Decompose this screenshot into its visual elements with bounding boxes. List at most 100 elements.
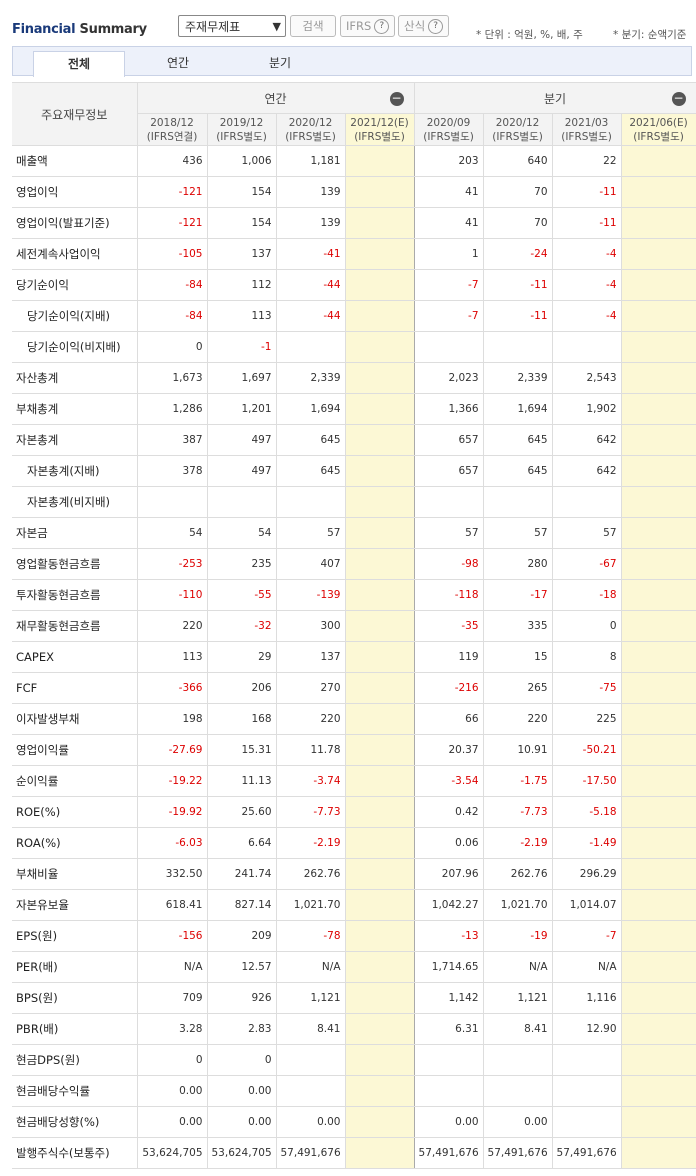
table-cell: 139 xyxy=(275,176,345,208)
table-row: FCF -366 206 270 -216 265 -75 xyxy=(12,672,696,704)
table-cell: 113 xyxy=(206,300,276,332)
table-cell: 206 xyxy=(206,672,276,704)
table-cell: -7 xyxy=(413,269,484,301)
column-period: 2018/12 xyxy=(150,116,194,129)
table-row: 영업활동현금흐름 -253 235 407 -98 280 -67 xyxy=(12,548,696,580)
row-label: 발행주식수(보통주) xyxy=(12,1137,137,1169)
table-cell: 0.00 xyxy=(275,1106,345,1138)
table-cell: 300 xyxy=(275,610,345,642)
help-icon: ? xyxy=(428,19,444,34)
table-cell: 1,201 xyxy=(206,393,276,425)
table-cell: 1,142 xyxy=(413,982,484,1014)
table-cell: 642 xyxy=(551,455,622,487)
table-cell: 618.41 xyxy=(136,889,207,921)
table-row: 순이익률 -19.22 11.13 -3.74 -3.54 -1.75 -17.50 xyxy=(12,765,696,797)
collapse-icon[interactable]: − xyxy=(671,91,686,106)
table-cell xyxy=(620,982,696,1014)
tab-annual[interactable]: 연간 xyxy=(166,56,190,70)
table-row: 부채총계 1,286 1,201 1,694 1,366 1,694 1,902 xyxy=(12,393,696,425)
table-cell xyxy=(413,1044,484,1076)
table-cell: -11 xyxy=(551,176,622,208)
column-header: 2021/12(E) (IFRS별도) xyxy=(344,113,415,146)
tab-all[interactable]: 전체 xyxy=(33,51,125,77)
table-cell: N/A xyxy=(275,951,345,983)
table-row: CAPEX 113 29 137 119 15 8 xyxy=(12,641,696,673)
table-cell xyxy=(275,1075,345,1107)
table-cell xyxy=(482,1044,553,1076)
table-cell: 265 xyxy=(482,672,553,704)
table-cell xyxy=(344,424,415,456)
table-row: 영업이익(발표기준) -121 154 139 41 70 -11 xyxy=(12,207,696,239)
table-cell xyxy=(413,331,484,363)
tab-quarter[interactable]: 분기 xyxy=(268,56,292,70)
table-cell xyxy=(344,1013,415,1045)
table-cell: 8 xyxy=(551,641,622,673)
table-cell xyxy=(482,486,553,518)
row-label: 재무활동현금흐름 xyxy=(12,610,137,642)
table-cell: 1,021.70 xyxy=(482,889,553,921)
table-cell xyxy=(620,1013,696,1045)
table-cell: -118 xyxy=(413,579,484,611)
statement-type-select[interactable]: 주재무제표 ▼ xyxy=(178,15,286,37)
table-cell: -366 xyxy=(136,672,207,704)
table-row: 자본금 54 54 57 57 57 57 xyxy=(12,517,696,549)
table-cell xyxy=(344,951,415,983)
table-cell: 25.60 xyxy=(206,796,276,828)
row-label: 자본금 xyxy=(12,517,137,549)
table-cell: 0.00 xyxy=(136,1075,207,1107)
table-cell: 0.06 xyxy=(413,827,484,859)
table-row: 자본총계 387 497 645 657 645 642 xyxy=(12,424,696,456)
table-row: 현금배당수익률 0.00 0.00 xyxy=(12,1075,696,1107)
table-cell: -17 xyxy=(482,579,553,611)
table-cell xyxy=(620,176,696,208)
table-cell: -75 xyxy=(551,672,622,704)
quarter-basis-note: * 분기: 순액기준 xyxy=(613,29,687,41)
table-cell xyxy=(344,362,415,394)
table-cell: 657 xyxy=(413,424,484,456)
table-cell: -1 xyxy=(206,331,276,363)
formula-button-label: 산식 xyxy=(404,19,426,33)
table-cell xyxy=(344,486,415,518)
row-label: 당기순이익(비지배) xyxy=(12,331,137,363)
ifrs-button[interactable]: IFRS? xyxy=(340,15,396,37)
table-cell: 41 xyxy=(413,176,484,208)
table-cell xyxy=(620,889,696,921)
formula-button[interactable]: 산식? xyxy=(398,15,450,37)
row-label: 영업이익률 xyxy=(12,734,137,766)
table-cell xyxy=(344,920,415,952)
table-cell: 1,694 xyxy=(482,393,553,425)
table-cell: 207.96 xyxy=(413,858,484,890)
row-label: 이자발생부채 xyxy=(12,703,137,735)
table-cell xyxy=(620,827,696,859)
table-cell xyxy=(551,331,622,363)
table-cell: 57,491,676 xyxy=(413,1137,484,1169)
row-label: 세전계속사업이익 xyxy=(12,238,137,270)
table-cell: -110 xyxy=(136,579,207,611)
row-label: 투자활동현금흐름 xyxy=(12,579,137,611)
table-cell xyxy=(344,889,415,921)
table-cell xyxy=(620,393,696,425)
table-cell: 709 xyxy=(136,982,207,1014)
row-label: 현금DPS(원) xyxy=(12,1044,137,1076)
search-button[interactable]: 검색 xyxy=(290,15,336,37)
column-period: 2020/12 xyxy=(288,116,333,129)
table-cell: 119 xyxy=(413,641,484,673)
table-cell: 270 xyxy=(275,672,345,704)
table-cell: 407 xyxy=(275,548,345,580)
column-header: 2021/06(E) (IFRS별도) xyxy=(620,113,696,146)
row-label: 영업활동현금흐름 xyxy=(12,548,137,580)
table-row: 자본총계(지배) 378 497 645 657 645 642 xyxy=(12,455,696,487)
table-cell: 0 xyxy=(551,610,622,642)
table-cell: 645 xyxy=(275,455,345,487)
table-cell: 20.37 xyxy=(413,734,484,766)
table-cell xyxy=(620,331,696,363)
row-label: 현금배당수익률 xyxy=(12,1075,137,1107)
table-cell: 387 xyxy=(136,424,207,456)
row-label: PBR(배) xyxy=(12,1013,137,1045)
collapse-icon[interactable]: − xyxy=(389,91,404,106)
table-cell: 235 xyxy=(206,548,276,580)
table-cell: -11 xyxy=(551,207,622,239)
table-row: 영업이익 -121 154 139 41 70 -11 xyxy=(12,176,696,208)
table-row: 자본유보율 618.41 827.14 1,021.70 1,042.27 1,021.7… xyxy=(12,889,696,921)
table-cell: -253 xyxy=(136,548,207,580)
